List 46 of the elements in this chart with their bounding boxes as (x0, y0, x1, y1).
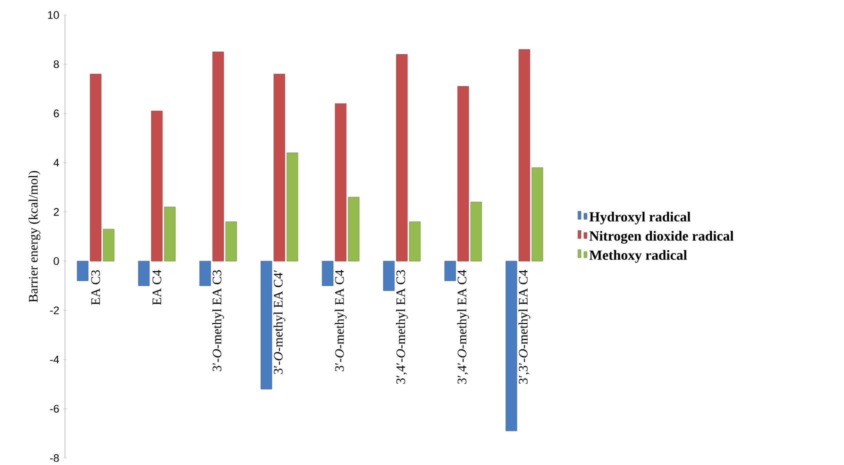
bar (518, 49, 530, 262)
y-tick-label: 4 (54, 158, 60, 166)
y-tick-label: -2 (50, 306, 59, 314)
bar (102, 228, 114, 262)
y-tick-label: 0 (54, 257, 59, 265)
legend-label: Nitrogen dioxide radical (589, 230, 734, 244)
bar (212, 52, 224, 262)
bar (322, 260, 334, 286)
bar (274, 74, 286, 262)
bar (260, 260, 272, 390)
bar (286, 152, 298, 262)
x-tick-label: 3′-O-methyl EA C3 (212, 270, 224, 372)
bar (383, 260, 395, 291)
x-tick-label: EA C4 (152, 270, 162, 305)
bar (90, 74, 102, 262)
bar (76, 260, 88, 281)
x-tick-label: 3′,4′-O-methyl EA C4 (457, 270, 470, 384)
x-tick-label: 3′,3′-O-methyl EA C4 (518, 270, 530, 384)
bar (457, 86, 469, 262)
bar (409, 222, 421, 262)
bar (396, 54, 408, 262)
bar (199, 260, 211, 286)
bar (348, 196, 360, 262)
y-tick-label: 10 (48, 11, 59, 19)
bar (532, 167, 544, 262)
bar (225, 222, 237, 262)
bar (164, 206, 176, 262)
y-tick-label: 6 (54, 110, 59, 118)
y-tick-label: -6 (50, 404, 59, 413)
bar (506, 260, 518, 432)
x-tick-label: 3′-O-methyl EA C4′ (273, 270, 286, 374)
y-tick-label: 8 (54, 60, 59, 68)
legend-label: Methoxy radical (589, 250, 687, 263)
bar (138, 260, 150, 286)
x-tick-label: 3′-O-methyl EA C4 (334, 270, 347, 372)
x-tick-label: 3′,4′-O-methyl EA C3 (396, 270, 408, 384)
bar (444, 260, 456, 281)
y-tick-label: -8 (50, 454, 59, 462)
y-tick-label: -4 (50, 356, 60, 364)
legend-label: Hydroxyl radical (589, 212, 691, 224)
x-tick-label: EA C3 (91, 270, 100, 305)
bar (151, 110, 163, 262)
bar (470, 202, 482, 262)
y-tick-label: 2 (54, 208, 59, 216)
bar (334, 103, 346, 262)
y-axis-title: Barrier energy (kcal/mol) (28, 170, 40, 302)
